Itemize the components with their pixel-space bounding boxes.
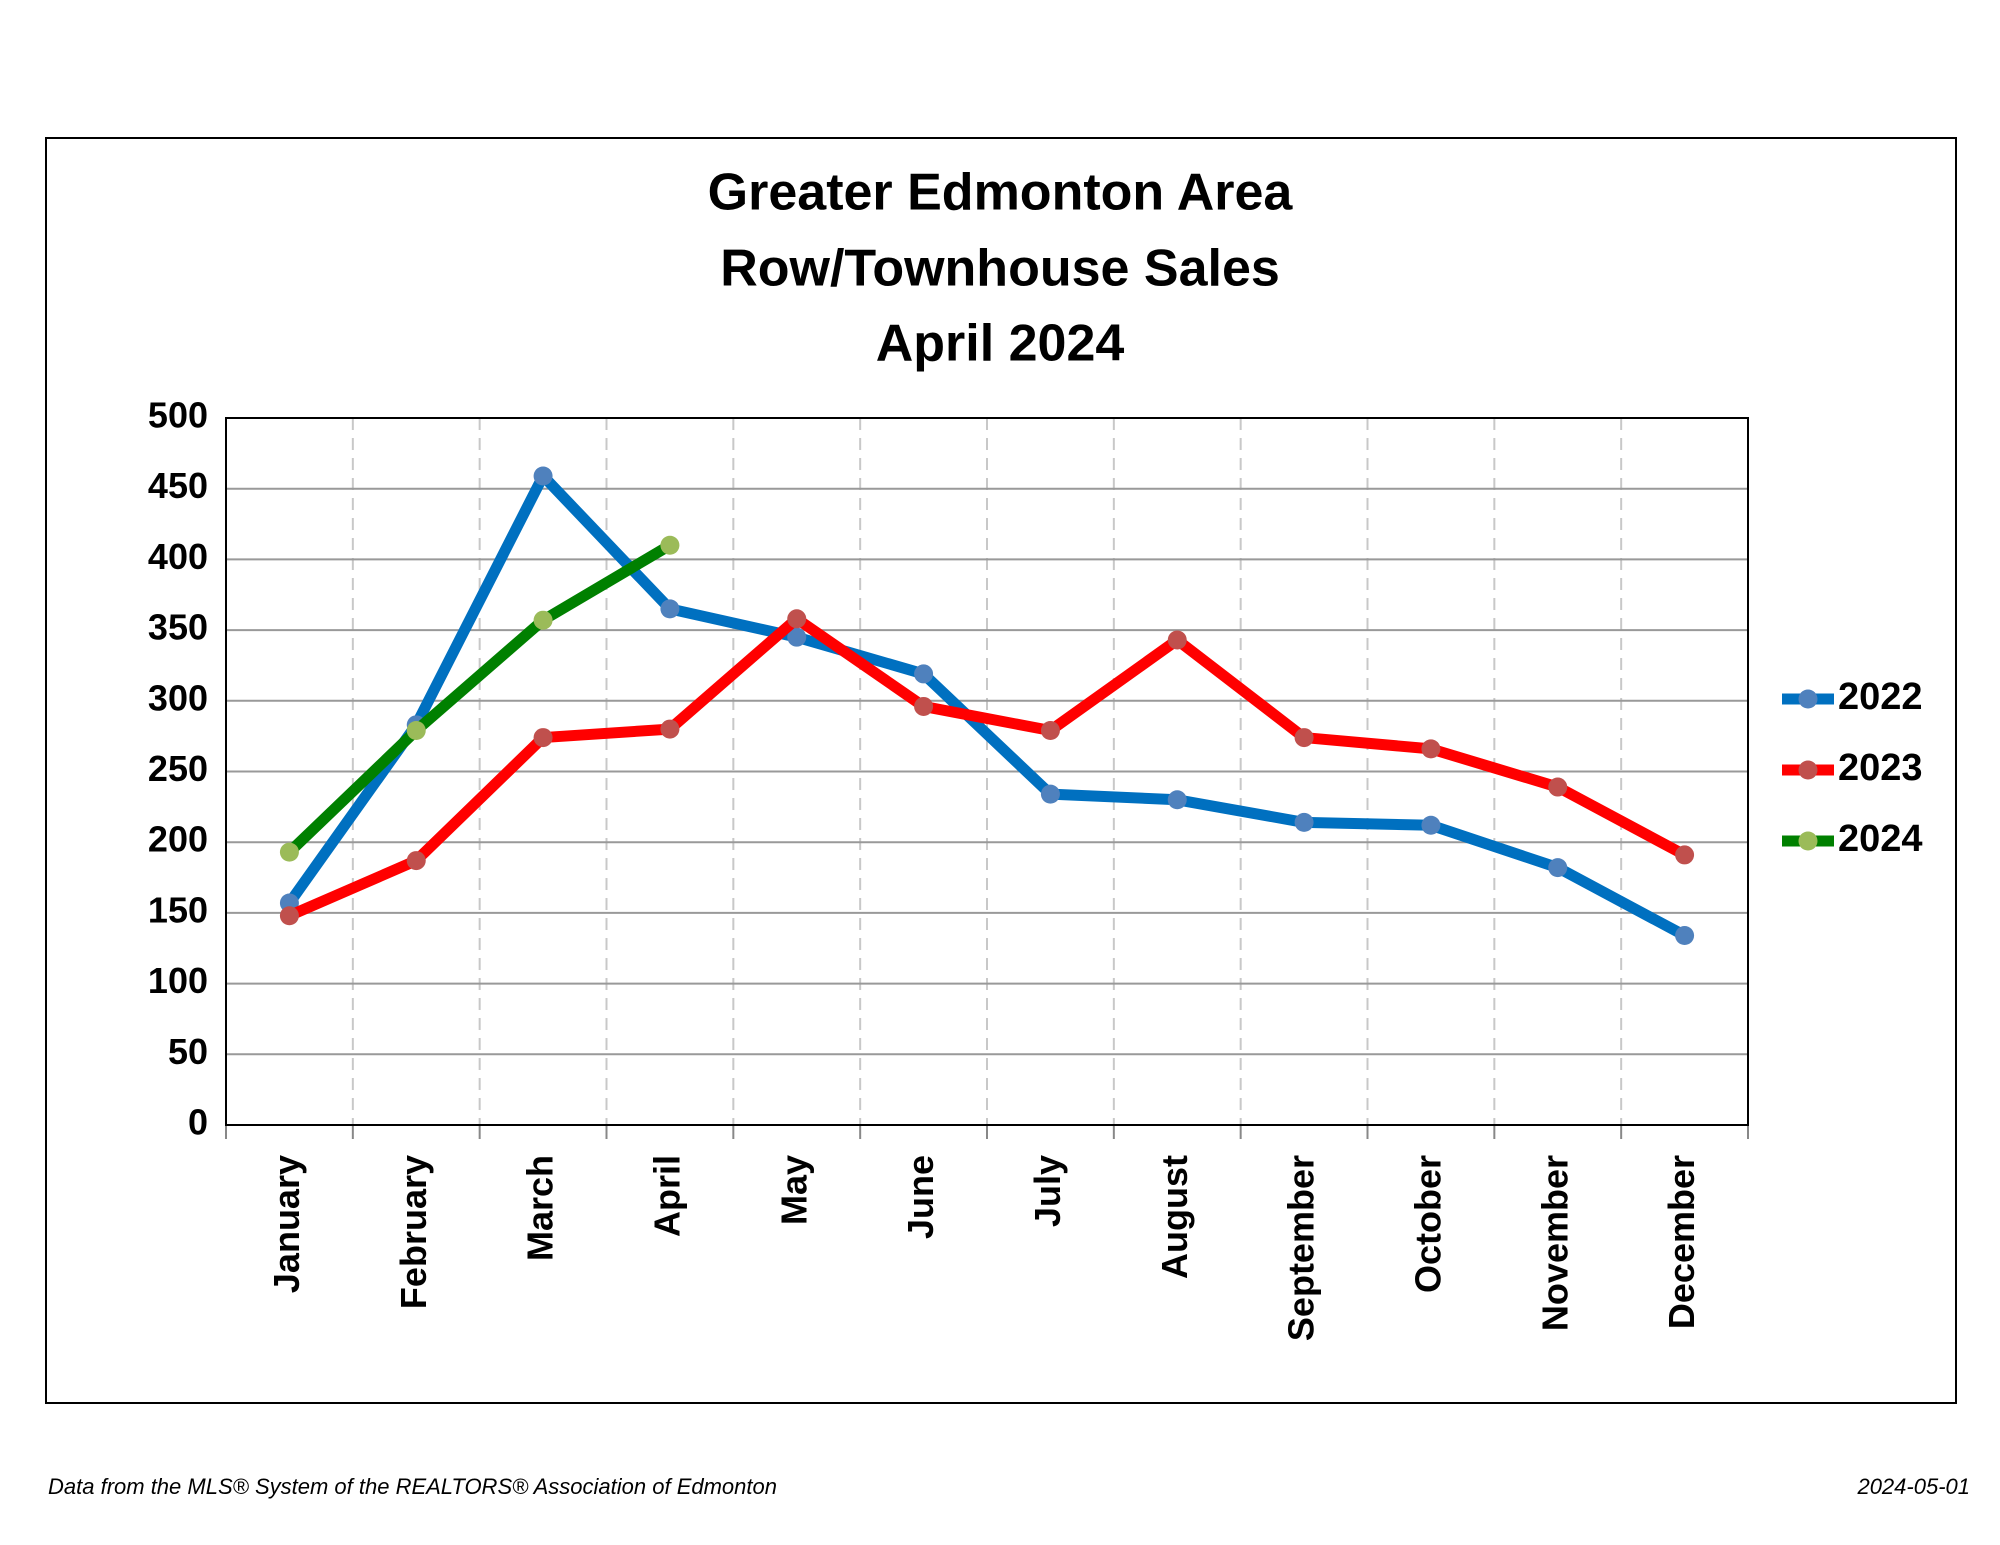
- legend-marker: [1798, 760, 1818, 780]
- legend-marker: [1798, 831, 1818, 851]
- legend-marker: [1798, 689, 1818, 709]
- source-note: Data from the MLS® System of the REALTOR…: [48, 1474, 777, 1499]
- data-point: [1548, 777, 1568, 797]
- data-point: [279, 906, 299, 926]
- chart-title: Greater Edmonton Area: [708, 164, 1294, 222]
- data-point: [1040, 784, 1060, 804]
- x-tick-label: October: [1407, 1155, 1448, 1293]
- x-tick-label: March: [520, 1155, 561, 1261]
- data-point: [1167, 790, 1187, 810]
- x-tick-label: February: [393, 1155, 434, 1309]
- data-point: [1294, 812, 1314, 832]
- data-point: [533, 610, 553, 630]
- data-point: [660, 535, 680, 555]
- data-point: [914, 664, 934, 684]
- legend-label: 2024: [1838, 818, 1923, 860]
- x-tick-label: May: [773, 1155, 814, 1225]
- data-point: [787, 627, 807, 647]
- y-tick-label: 50: [168, 1031, 208, 1072]
- data-point: [1294, 728, 1314, 748]
- data-point: [1421, 739, 1441, 759]
- data-point: [1167, 630, 1187, 650]
- x-tick-label: December: [1661, 1155, 1702, 1329]
- x-tick-label: July: [1027, 1155, 1068, 1227]
- chart-title: April 2024: [876, 315, 1125, 373]
- data-point: [1675, 845, 1695, 865]
- data-point: [406, 851, 426, 871]
- data-point: [406, 720, 426, 740]
- y-tick-label: 350: [148, 607, 208, 648]
- data-point: [660, 599, 680, 619]
- legend-label: 2022: [1838, 676, 1923, 718]
- data-point: [1040, 720, 1060, 740]
- y-tick-label: 450: [148, 465, 208, 506]
- y-tick-label: 400: [148, 536, 208, 577]
- x-tick-label: August: [1154, 1155, 1195, 1279]
- x-tick-label: November: [1534, 1155, 1575, 1331]
- y-tick-label: 0: [188, 1102, 208, 1143]
- data-point: [533, 728, 553, 748]
- y-tick-label: 150: [148, 889, 208, 930]
- series-line: [284, 470, 1688, 941]
- y-tick-label: 100: [148, 960, 208, 1001]
- data-point: [914, 696, 934, 716]
- x-tick-label: June: [900, 1155, 941, 1239]
- x-tick-label: January: [266, 1155, 307, 1293]
- series-line: [287, 613, 1688, 921]
- plot-frame: [225, 417, 1749, 1126]
- x-tick-label: April: [646, 1155, 687, 1237]
- data-point: [787, 609, 807, 629]
- data-point: [1421, 815, 1441, 835]
- data-point: [1675, 926, 1695, 946]
- x-tick-label: September: [1281, 1155, 1322, 1341]
- y-tick-label: 250: [148, 748, 208, 789]
- series-line: [285, 540, 673, 857]
- y-tick-label: 500: [148, 395, 208, 436]
- y-tick-label: 300: [148, 677, 208, 718]
- date-note: 2024-05-01: [1856, 1474, 1970, 1499]
- data-point: [533, 466, 553, 486]
- legend-label: 2023: [1838, 747, 1923, 789]
- data-point: [660, 719, 680, 739]
- data-point: [279, 842, 299, 862]
- y-tick-label: 200: [148, 819, 208, 860]
- chart-title: Row/Townhouse Sales: [720, 240, 1280, 298]
- data-point: [1548, 858, 1568, 878]
